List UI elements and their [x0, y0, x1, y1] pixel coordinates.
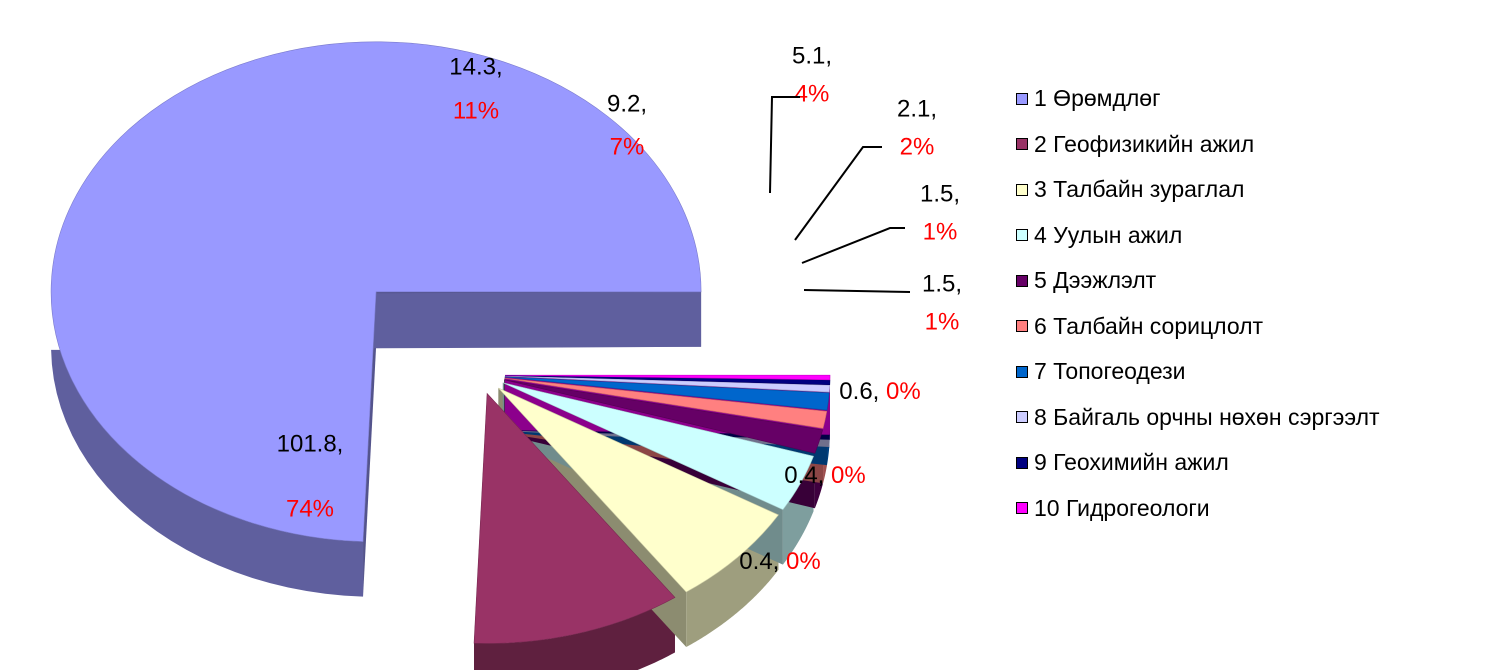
legend-swatch [1016, 274, 1028, 287]
data-label-percent-4: 4% [795, 80, 830, 107]
legend-swatch [1016, 183, 1028, 196]
data-label-value-5: 2.1, [897, 95, 937, 122]
legend-item: 4 Уулын ажил [1016, 213, 1511, 259]
slice-1 [50, 41, 702, 542]
legend-label: 10 Гидрогеологи [1034, 494, 1210, 521]
legend-label: 4 Уулын ажил [1034, 221, 1183, 248]
slice-wall-1 [363, 291, 377, 597]
legend-swatch [1016, 456, 1028, 469]
data-label-percent-1: 74% [286, 495, 334, 522]
legend-item: 10 Гидрогеологи [1016, 486, 1511, 532]
leader-line-4 [803, 289, 911, 293]
data-label-percent-6: 1% [923, 218, 958, 245]
legend-swatch [1016, 411, 1028, 424]
legend-item: 7 Топогеодези [1016, 349, 1511, 395]
data-label-10: 0.4, 0% [739, 548, 820, 575]
leader-line-3 [801, 227, 905, 264]
data-label-9: 0.4, 0% [784, 462, 865, 489]
data-label-value-9: 0.4, [784, 462, 831, 489]
legend-label: 9 Геохимийн ажил [1034, 449, 1229, 476]
leader-line-1 [769, 96, 800, 194]
slice-6 [504, 377, 828, 429]
data-label-value-3: 9.2, [607, 90, 647, 117]
data-label-value-1: 101.8, [277, 430, 344, 457]
slice-4 [502, 382, 814, 511]
data-label-percent-2: 11% [453, 97, 499, 124]
data-label-percent-3: 7% [610, 133, 645, 160]
slice-5 [504, 379, 823, 454]
legend-label: 5 Дээжлэлт [1034, 267, 1157, 294]
data-label-percent-9: 0% [831, 462, 866, 489]
legend-label: 1 Өрөмдлөг [1034, 85, 1161, 112]
data-label-value-2: 14.3, [449, 53, 502, 80]
legend-swatch [1016, 92, 1028, 105]
legend-swatch [1016, 365, 1028, 378]
slice-9 [504, 375, 831, 386]
legend-swatch [1016, 229, 1028, 242]
slice-8 [504, 375, 831, 393]
legend-item: 6 Талбайн сорицлолт [1016, 304, 1511, 350]
data-label-value-7: 1.5, [922, 270, 962, 297]
legend-item: 3 Талбайн зураглал [1016, 167, 1511, 213]
chart-legend: 1 Өрөмдлөг 2 Геофизикийн ажил 3 Талбайн зу… [1016, 76, 1511, 531]
slice-7 [504, 376, 830, 411]
legend-swatch [1016, 138, 1028, 151]
data-label-value-8: 0.6, [839, 378, 886, 405]
legend-label: 3 Талбайн зураглал [1034, 176, 1245, 203]
data-label-8: 0.6, 0% [839, 378, 920, 405]
legend-item: 5 Дээжлэлт [1016, 258, 1511, 304]
slice-10 [504, 374, 831, 381]
legend-swatch [1016, 320, 1028, 333]
data-label-value-10: 0.4, [739, 548, 786, 575]
data-label-percent-8: 0% [886, 378, 921, 405]
legend-label: 8 Байгаль орчны нөхөн сэргээлт [1034, 403, 1380, 430]
legend-item: 2 Геофизикийн ажил [1016, 122, 1511, 168]
slice-2 [473, 392, 676, 644]
legend-label: 7 Топогеодези [1034, 358, 1186, 385]
slice-3 [498, 387, 779, 593]
legend-label: 2 Геофизикийн ажил [1034, 130, 1255, 157]
data-label-percent-10: 0% [786, 548, 821, 575]
legend-item: 1 Өрөмдлөг [1016, 76, 1511, 122]
slice-edge-2 [474, 597, 675, 670]
data-label-value-4: 5.1, [792, 42, 832, 69]
pie-chart: 101.8, 74% 14.3, 11% 9.2, 7% 5.1, 4% 2.1, 2% 1.5, 1… [50, 41, 962, 670]
legend-item: 8 Байгаль орчны нөхөн сэргээлт [1016, 395, 1511, 441]
slice-edge-1 [51, 291, 702, 597]
legend-item: 9 Геохимийн ажил [1016, 440, 1511, 486]
data-label-value-6: 1.5, [920, 180, 960, 207]
data-label-percent-7: 1% [925, 308, 960, 335]
legend-swatch [1016, 502, 1028, 515]
legend-label: 6 Талбайн сорицлолт [1034, 312, 1264, 339]
leader-line-2 [794, 146, 882, 241]
data-label-percent-5: 2% [900, 133, 935, 160]
